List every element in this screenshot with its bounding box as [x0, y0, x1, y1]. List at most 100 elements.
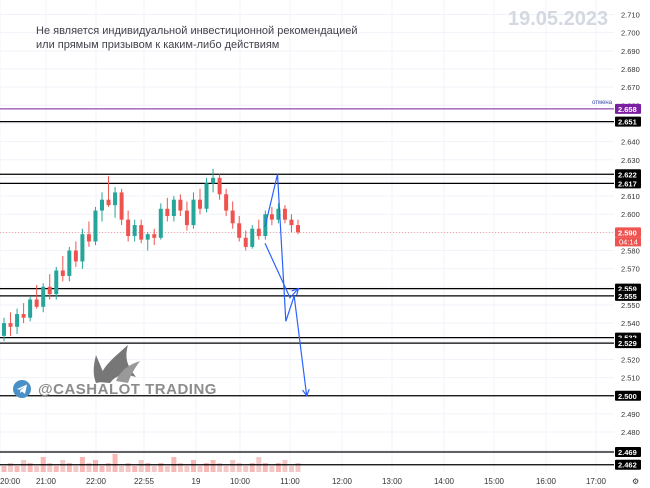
price-tag-bg	[615, 290, 641, 301]
price-tick-label: 2.630	[621, 156, 640, 165]
volume-bar	[269, 466, 275, 472]
price-tag-label: 2.622	[618, 170, 637, 179]
candle-body	[100, 199, 104, 211]
candle-body	[256, 228, 261, 236]
scenario-arrow-1[interactable]	[264, 243, 299, 299]
arrow-head-2	[302, 389, 310, 397]
volume-bar	[21, 460, 27, 472]
price-tick-label: 2.540	[621, 319, 640, 328]
candle-body	[158, 208, 163, 238]
candle-body	[28, 299, 33, 318]
time-tick-label: 10:00	[230, 477, 251, 486]
price-tag-label: 2.617	[618, 179, 637, 188]
price-tick-label: 2.640	[621, 138, 640, 147]
time-tick-label: 20:00	[0, 477, 21, 486]
price-tag-bg	[615, 169, 641, 180]
candle-body	[73, 250, 78, 262]
price-tick-label: 2.610	[621, 192, 640, 201]
volume-bar	[164, 466, 170, 472]
candle-body	[34, 299, 39, 307]
brand-logo: @CASHALOT TRADING	[12, 337, 222, 407]
candle-body	[230, 210, 235, 224]
disclaimer-line-2: или прямым призывом к каким-либо действи…	[36, 39, 280, 51]
price-tag-label: 2.469	[618, 448, 637, 457]
price-tick-label: 2.550	[621, 301, 640, 310]
price-tag-bg	[615, 178, 641, 189]
volume-bar	[14, 466, 20, 472]
volume-bar	[204, 463, 210, 472]
candle-body	[15, 314, 20, 327]
volume-bar	[92, 460, 98, 472]
price-tick-label: 2.510	[621, 374, 640, 383]
volume-bar	[8, 463, 14, 472]
price-tick-label: 2.710	[621, 11, 640, 20]
price-tick-label: 2.670	[621, 83, 640, 92]
volume-bar	[60, 460, 66, 472]
time-axis: 20:00 21:00 22:00 22:55 19 10:00 11:00 12:00 13:…	[0, 472, 639, 488]
settings-icon[interactable]: ⚙	[632, 477, 639, 486]
candle-body	[178, 199, 183, 211]
volume-bar	[236, 463, 242, 472]
candle-body	[47, 286, 52, 295]
candle-body	[2, 323, 6, 336]
level-tag: 2.469	[615, 447, 641, 458]
price-tag-bg	[615, 447, 641, 458]
volume-bar	[66, 463, 72, 472]
volume-bar	[197, 466, 203, 472]
price-tick-label: 2.490	[621, 410, 640, 419]
chart-grid	[0, 0, 614, 472]
volume-bar	[282, 460, 288, 472]
volume-bar	[223, 466, 229, 472]
candle-body	[211, 177, 216, 184]
candle-body	[113, 192, 118, 206]
candle-body	[152, 234, 157, 238]
time-tick-label: 17:00	[586, 477, 607, 486]
price-tag-label: 2.658	[618, 105, 637, 114]
level-tag: 2.462	[615, 459, 641, 470]
candle-body	[250, 228, 255, 247]
level-tag: 2.617	[615, 178, 641, 189]
time-tick-label: 22:55	[134, 477, 155, 486]
volume-bar	[151, 466, 157, 472]
candle-body	[106, 199, 111, 206]
price-tick-label: 2.480	[621, 428, 640, 437]
candle-body	[184, 210, 189, 226]
candle-body	[237, 223, 242, 238]
volume-bar	[243, 466, 249, 472]
level-tag: 2.651	[615, 116, 641, 127]
scenario-arrows[interactable]	[264, 174, 310, 397]
volume-bar	[34, 466, 40, 472]
candle-body	[198, 199, 202, 209]
volume-bar	[106, 463, 112, 472]
telegram-icon	[13, 380, 31, 398]
candle-body	[80, 234, 85, 262]
candle-body	[86, 234, 91, 242]
candle-body	[21, 314, 26, 318]
volume-bar	[262, 463, 268, 472]
volume-bar	[177, 463, 183, 472]
volume-bar	[138, 460, 144, 472]
time-tick-label: 11:00	[280, 477, 300, 486]
volume-bar	[184, 466, 190, 472]
price-tick-label: 2.600	[621, 210, 640, 219]
candle-body	[243, 237, 248, 247]
price-tick-label: 2.570	[621, 265, 640, 274]
candle-body	[217, 177, 222, 195]
level-tag: 2.555	[615, 290, 641, 301]
volume-bar	[295, 463, 301, 472]
volume-bar	[249, 463, 255, 472]
time-tick-label: 15:00	[484, 477, 505, 486]
scenario-arrow-2[interactable]	[264, 174, 308, 396]
whale-tail-icon	[93, 345, 140, 383]
level-tag: 2.622	[615, 169, 641, 180]
candlesticks	[2, 168, 300, 342]
time-tick-label: 22:00	[86, 477, 107, 486]
volume-bar	[27, 463, 33, 472]
candle-body	[60, 270, 65, 276]
volume-bar	[125, 463, 131, 472]
candle-body	[54, 270, 59, 295]
disclaimer-text: Не является индивидуальной инвестиционно…	[36, 24, 358, 52]
candle-body	[282, 208, 287, 220]
candle-body	[204, 183, 209, 209]
